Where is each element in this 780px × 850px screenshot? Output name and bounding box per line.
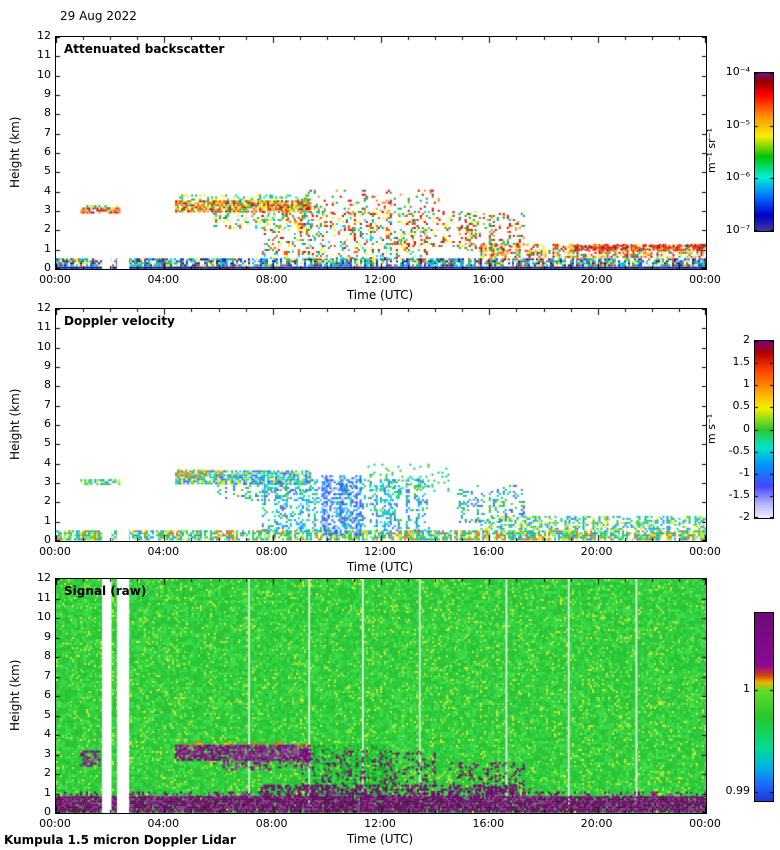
colorbar xyxy=(754,72,774,232)
y-tick-label: 0 xyxy=(44,261,51,274)
x-tick-label: 16:00 xyxy=(472,273,505,286)
colorbar-tick-label: -0.5 xyxy=(728,443,750,457)
y-tick-label: 8 xyxy=(44,106,51,120)
y-tick-label: 11 xyxy=(37,590,51,604)
panel-title: Signal (raw) xyxy=(64,584,147,598)
x-tick-label: 12:00 xyxy=(364,817,396,830)
colorbar-tick-label: 0 xyxy=(743,421,750,435)
y-tick-label: 4 xyxy=(44,183,51,197)
x-tick-label: 08:00 xyxy=(255,273,288,286)
y-tick-label: 7 xyxy=(44,397,51,411)
y-tick-label: 10 xyxy=(37,67,51,81)
plot-area: Doppler velocity xyxy=(55,308,707,542)
y-tick-label: 0 xyxy=(44,533,51,546)
y-tick-label: 11 xyxy=(37,48,51,62)
x-tick-label: 04:00 xyxy=(147,273,180,286)
y-tick-label: 4 xyxy=(44,727,51,740)
x-tick-label: 16:00 xyxy=(472,545,505,558)
y-tick-label: 5 xyxy=(44,707,51,721)
colorbar-tick-label: -1.5 xyxy=(728,487,750,501)
x-axis-label: Time (UTC) xyxy=(346,560,414,574)
y-tick-label: 1 xyxy=(44,241,51,255)
y-tick-label: 12 xyxy=(37,29,51,42)
colorbar-tick-label: -1 xyxy=(739,465,750,479)
y-tick-label: 8 xyxy=(44,378,51,392)
x-tick-label: 00:00 xyxy=(689,817,721,830)
colorbar-tick-label: 10⁻⁶ xyxy=(725,170,750,184)
y-tick-label: 5 xyxy=(44,164,51,178)
y-tick-label: 1 xyxy=(44,513,51,527)
x-tick-label: 00:00 xyxy=(39,545,71,558)
heatmap-canvas xyxy=(56,579,706,813)
panel-title: Doppler velocity xyxy=(64,314,175,328)
y-tick-label: 11 xyxy=(37,320,51,334)
heatmap-canvas xyxy=(56,37,706,269)
x-tick-label: 08:00 xyxy=(255,545,288,558)
colorbar-tick-label: -2 xyxy=(739,510,750,523)
heatmap-canvas xyxy=(56,309,706,541)
colorbar-canvas xyxy=(755,341,773,518)
y-tick-label: 6 xyxy=(44,145,51,158)
colorbar-tick-label: 1.5 xyxy=(732,355,751,369)
y-tick-label: 2 xyxy=(44,222,51,236)
colorbar-tick-label: 0.5 xyxy=(732,399,751,413)
colorbar-tick-label: 2 xyxy=(743,333,750,346)
instrument-label: Kumpula 1.5 micron Doppler Lidar xyxy=(4,833,236,847)
colorbar-tick-label: 1 xyxy=(743,682,750,696)
colorbar-tick-label: 1 xyxy=(743,377,750,391)
colorbar xyxy=(754,340,774,519)
x-tick-label: 00:00 xyxy=(689,545,721,558)
y-tick-label: 3 xyxy=(44,203,51,216)
x-tick-label: 20:00 xyxy=(580,545,613,558)
y-tick-label: 9 xyxy=(44,87,51,100)
x-tick-label: 00:00 xyxy=(39,817,71,830)
x-tick-label: 04:00 xyxy=(147,817,180,830)
y-tick-label: 6 xyxy=(44,688,51,701)
y-tick-label: 7 xyxy=(44,668,51,682)
colorbar-tick-label: 10⁻⁴ xyxy=(725,65,750,78)
colorbar-unit-label: m⁻¹ sr⁻¹ xyxy=(705,128,718,174)
colorbar xyxy=(754,612,774,802)
colorbar-tick-label: 10⁻⁵ xyxy=(725,117,750,131)
y-tick-label: 12 xyxy=(37,571,51,584)
y-tick-label: 6 xyxy=(44,417,51,430)
colorbar-canvas xyxy=(755,73,773,231)
y-tick-label: 2 xyxy=(44,494,51,508)
y-tick-label: 4 xyxy=(44,455,51,469)
y-tick-label: 5 xyxy=(44,436,51,450)
y-tick-label: 1 xyxy=(44,785,51,799)
x-axis-label: Time (UTC) xyxy=(346,832,414,846)
x-tick-label: 20:00 xyxy=(580,817,613,830)
x-axis-label: Time (UTC) xyxy=(346,288,414,302)
y-tick-label: 8 xyxy=(44,649,51,662)
date-label: 29 Aug 2022 xyxy=(60,9,137,23)
colorbar-canvas xyxy=(755,613,773,801)
x-tick-label: 00:00 xyxy=(689,273,721,286)
y-tick-label: 10 xyxy=(37,339,51,353)
y-tick-label: 9 xyxy=(44,629,51,643)
plot-area: Attenuated backscatter xyxy=(55,36,707,270)
x-tick-label: 16:00 xyxy=(472,817,505,830)
y-tick-label: 9 xyxy=(44,359,51,372)
x-tick-label: 00:00 xyxy=(39,273,71,286)
plot-area: Signal (raw) xyxy=(55,578,707,814)
y-tick-label: 7 xyxy=(44,125,51,139)
y-tick-label: 0 xyxy=(44,805,51,818)
y-tick-label: 2 xyxy=(44,766,51,779)
colorbar-tick-label: 0.99 xyxy=(725,783,751,797)
panel-title: Attenuated backscatter xyxy=(64,42,225,56)
colorbar-unit-label: m s⁻¹ xyxy=(705,413,718,444)
x-tick-label: 20:00 xyxy=(580,273,613,286)
y-tick-label: 12 xyxy=(37,301,51,314)
x-tick-label: 12:00 xyxy=(364,273,396,286)
x-tick-label: 04:00 xyxy=(147,545,180,558)
y-tick-label: 3 xyxy=(44,746,51,760)
y-tick-label: 10 xyxy=(37,610,51,623)
colorbar-tick-label: 10⁻⁷ xyxy=(725,223,750,236)
x-tick-label: 08:00 xyxy=(255,817,288,830)
x-tick-label: 12:00 xyxy=(364,545,396,558)
y-tick-label: 3 xyxy=(44,475,51,488)
